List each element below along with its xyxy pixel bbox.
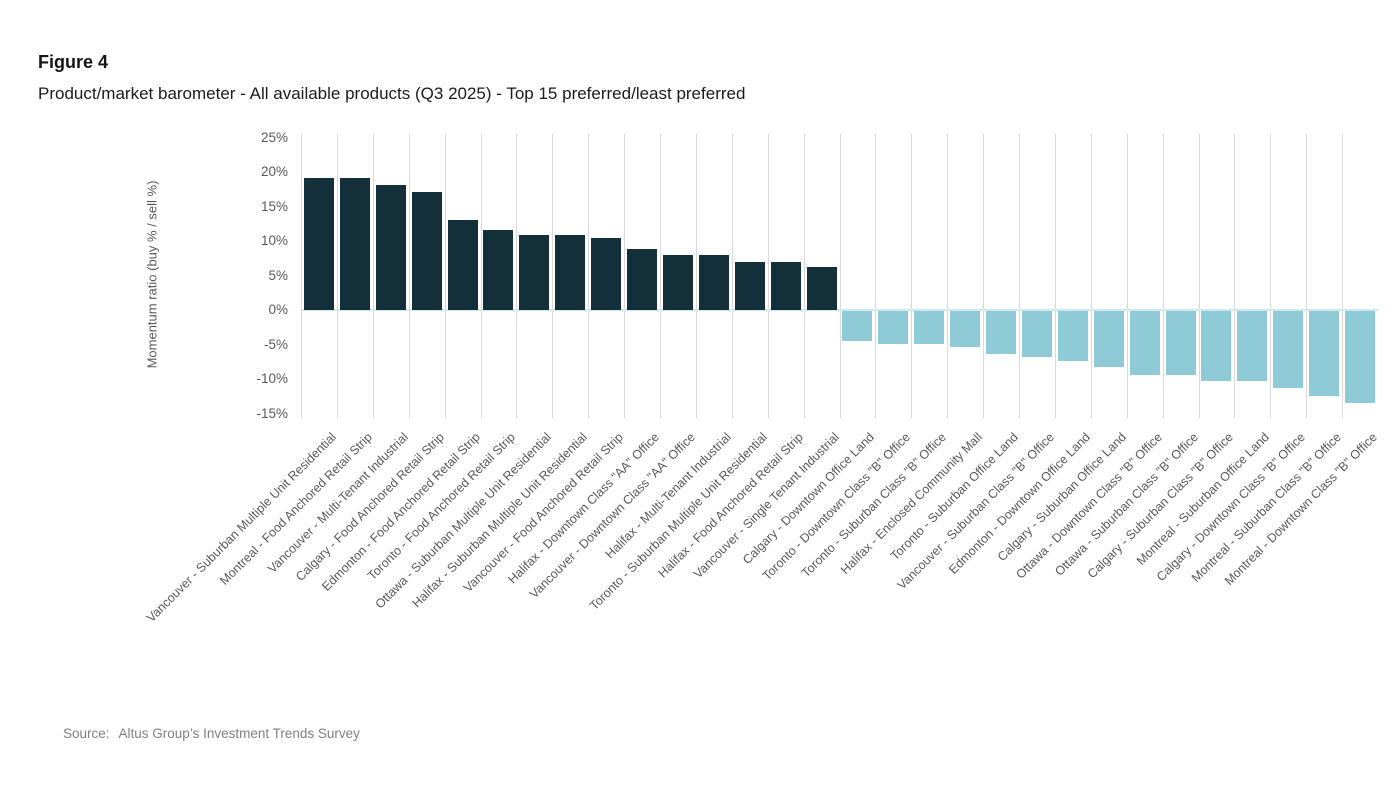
bar-positive <box>771 262 801 310</box>
gridline <box>373 134 374 418</box>
bar-positive <box>304 178 334 310</box>
bar-positive <box>699 255 729 310</box>
bar-positive <box>340 178 370 310</box>
gridline <box>301 134 302 418</box>
y-axis-tick: -10% <box>256 371 288 386</box>
bar-negative <box>1309 311 1339 396</box>
bar-negative <box>986 311 1016 354</box>
source-line: Source: Altus Group’s Investment Trends S… <box>63 726 360 741</box>
gridline <box>768 134 769 418</box>
gridline <box>337 134 338 418</box>
gridline <box>875 134 876 418</box>
gridline <box>696 134 697 418</box>
bar-positive <box>448 220 478 310</box>
gridline <box>840 134 841 418</box>
bar-negative <box>1166 311 1196 375</box>
gridline <box>481 134 482 418</box>
source-label: Source: <box>63 726 110 741</box>
chart-title: Product/market barometer - All available… <box>38 84 746 103</box>
y-axis-tick: 0% <box>268 302 288 317</box>
y-axis-tick: 5% <box>268 268 288 283</box>
bar-negative <box>1130 311 1160 375</box>
bar-positive <box>483 230 513 310</box>
gridline <box>516 134 517 418</box>
bar-negative <box>1094 311 1124 367</box>
bar-positive <box>735 262 765 310</box>
bar-negative <box>842 311 872 341</box>
figure-label: Figure 4 <box>38 52 109 72</box>
gridline <box>588 134 589 418</box>
zero-axis-line <box>301 309 1378 311</box>
bar-positive <box>591 238 621 310</box>
bar-negative <box>878 311 908 344</box>
bar-negative <box>950 311 980 347</box>
gridline <box>409 134 410 418</box>
bar-positive <box>376 185 406 310</box>
source-text: Altus Group’s Investment Trends Survey <box>118 726 360 741</box>
bar-negative <box>1201 311 1231 381</box>
gridline <box>1163 134 1164 418</box>
gridline <box>1127 134 1128 418</box>
bar-negative <box>1058 311 1088 361</box>
bar-positive <box>663 255 693 310</box>
gridline <box>1055 134 1056 418</box>
bar-positive <box>412 192 442 310</box>
y-axis-tick: 15% <box>260 199 288 214</box>
gridline <box>1091 134 1092 418</box>
gridline <box>624 134 625 418</box>
bar-positive <box>555 235 585 310</box>
gridline <box>804 134 805 418</box>
y-axis-tick: -15% <box>256 406 288 421</box>
gridline <box>1342 134 1343 418</box>
y-axis-title: Momentum ratio (buy % / sell %) <box>144 180 160 369</box>
gridline <box>732 134 733 418</box>
y-axis-tick: 25% <box>260 130 288 145</box>
bar-negative <box>1022 311 1052 357</box>
gridline <box>1306 134 1307 418</box>
gridline <box>660 134 661 418</box>
bar-positive <box>807 267 837 310</box>
gridline <box>983 134 984 418</box>
gridline <box>947 134 948 418</box>
bar-negative <box>1345 311 1375 403</box>
y-axis-tick: -5% <box>263 337 288 352</box>
gridline <box>445 134 446 418</box>
gridline <box>911 134 912 418</box>
bar-negative <box>1273 311 1303 388</box>
gridline <box>1234 134 1235 418</box>
gridline <box>552 134 553 418</box>
bar-negative <box>914 311 944 344</box>
y-axis-tick: 10% <box>260 233 288 248</box>
gridline <box>1199 134 1200 418</box>
gridline <box>1270 134 1271 418</box>
gridline <box>1019 134 1020 418</box>
bar-positive <box>627 249 657 310</box>
bar-negative <box>1237 311 1267 381</box>
y-axis-tick: 20% <box>260 164 288 179</box>
bar-positive <box>519 235 549 310</box>
x-axis-label-text: Calgary - Downtown Office Land <box>739 430 877 567</box>
